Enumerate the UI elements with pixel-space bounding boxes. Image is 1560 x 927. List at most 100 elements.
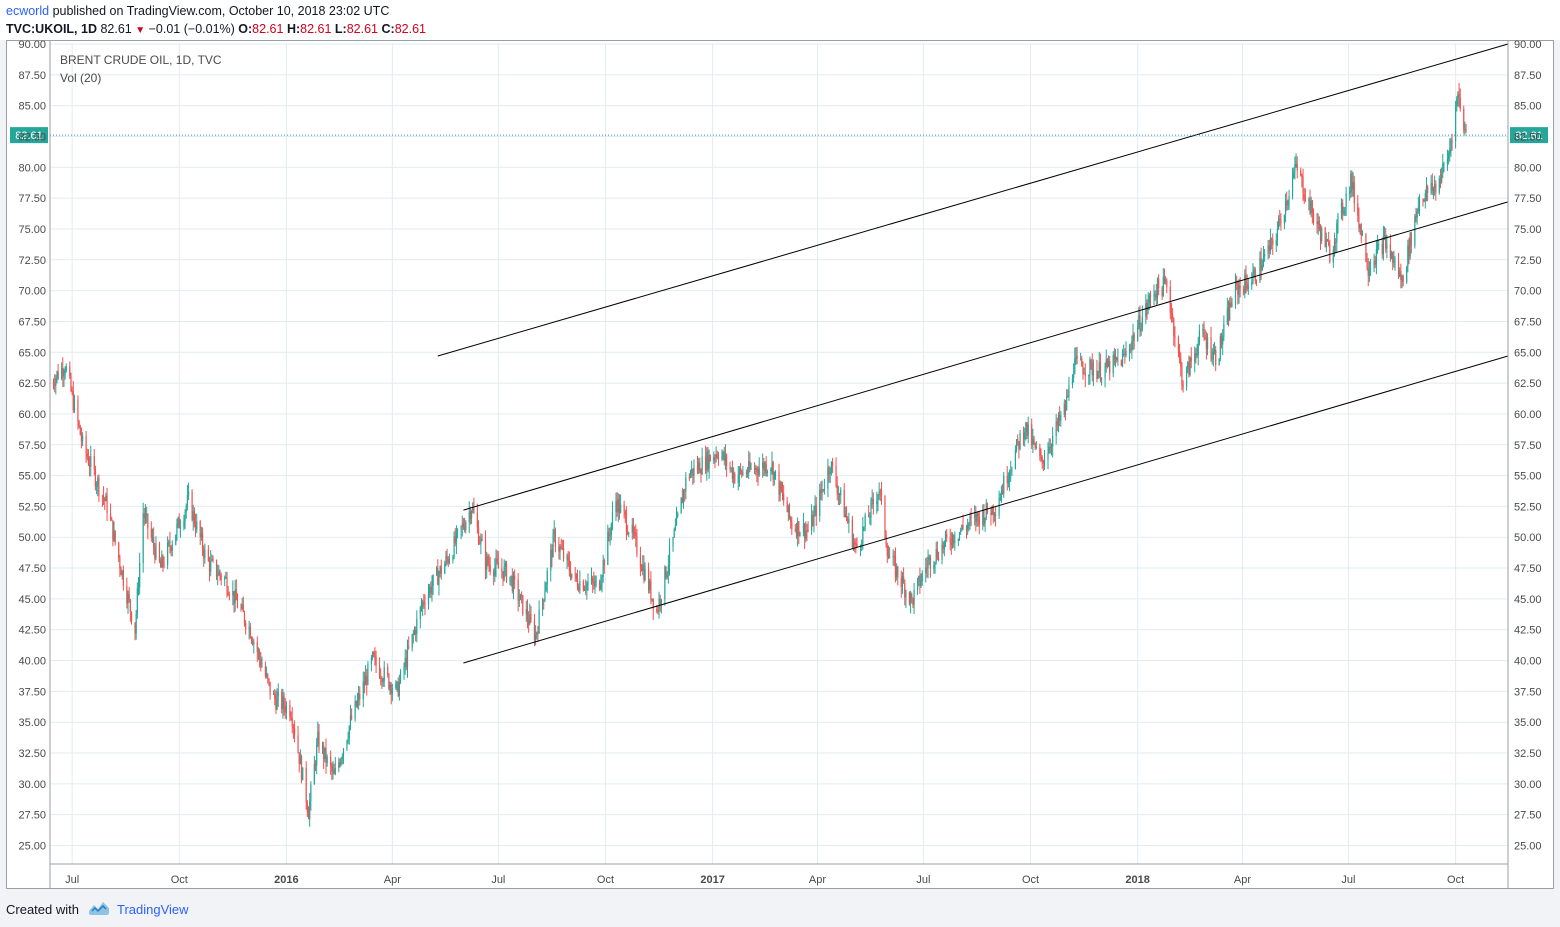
candle-body xyxy=(685,477,687,492)
y-tick-label-right: 70.00 xyxy=(1514,286,1542,298)
y-tick-label-right: 82.50 xyxy=(1514,131,1542,143)
candle-body xyxy=(1198,330,1200,343)
y-tick-label-left: 32.50 xyxy=(18,748,46,760)
candle-body xyxy=(1034,442,1036,449)
candle-body xyxy=(501,568,503,572)
candle-body xyxy=(1060,414,1062,421)
candle-body xyxy=(192,511,194,520)
y-tick-label-right: 42.50 xyxy=(1514,625,1542,637)
candle-body xyxy=(113,530,115,541)
candle-body xyxy=(1113,355,1115,360)
candle-body xyxy=(958,532,961,539)
candle-body xyxy=(701,456,703,474)
candle-body xyxy=(208,560,211,572)
candle-body xyxy=(310,784,312,801)
publisher-link[interactable]: ecworld xyxy=(6,4,50,18)
candle-body xyxy=(82,435,84,442)
candle-body xyxy=(586,583,588,590)
y-tick-label-right: 75.00 xyxy=(1514,224,1542,236)
candle-body xyxy=(1104,366,1106,379)
candle-body xyxy=(1082,366,1084,374)
candle-body xyxy=(765,463,767,473)
candle-body xyxy=(1083,373,1085,375)
candle-body xyxy=(317,731,319,745)
candle-body xyxy=(1133,334,1135,341)
x-tick-label: Jul xyxy=(1341,874,1355,886)
chart-panel[interactable] xyxy=(6,40,1554,889)
candle-body xyxy=(121,570,123,576)
candle-body xyxy=(656,609,658,611)
candle-body xyxy=(253,642,255,645)
candle-body xyxy=(722,451,724,457)
candle-body xyxy=(235,589,237,601)
candle-body xyxy=(1120,359,1122,367)
candle-body xyxy=(1174,335,1176,338)
candle-body xyxy=(1155,294,1157,299)
y-tick-label-right: 30.00 xyxy=(1514,779,1542,791)
candle-body xyxy=(519,594,522,600)
candle-body xyxy=(176,523,178,535)
candle-body xyxy=(985,503,987,518)
candle-body xyxy=(984,517,986,524)
candle-body xyxy=(912,598,914,605)
candle-body xyxy=(504,563,506,567)
candle-body xyxy=(380,677,382,679)
candle-body xyxy=(126,586,128,604)
candle-body xyxy=(481,538,483,541)
candle-body xyxy=(1276,229,1279,240)
candle-body xyxy=(771,462,773,469)
candle-body xyxy=(87,457,90,465)
candle-body xyxy=(835,466,837,485)
candle-body xyxy=(970,516,972,518)
candle-body xyxy=(543,599,545,601)
candle-body xyxy=(1312,212,1315,222)
candle-body xyxy=(193,511,196,524)
candle-body xyxy=(831,461,834,467)
candle-body xyxy=(147,514,149,529)
candle-body xyxy=(305,767,307,803)
candle-body xyxy=(272,693,275,695)
candle-body xyxy=(830,461,833,473)
candle-body xyxy=(962,525,964,529)
candle-body xyxy=(659,598,661,604)
candle-body xyxy=(169,541,171,548)
candle-body xyxy=(411,634,413,648)
candle-body xyxy=(658,598,660,612)
candle-body xyxy=(219,571,221,576)
y-tick-label-left: 42.50 xyxy=(18,625,46,637)
candle-body xyxy=(1389,244,1391,259)
candle-body xyxy=(1434,184,1436,188)
candle-body xyxy=(741,470,743,475)
candle-body xyxy=(1223,323,1225,337)
candle-body xyxy=(1351,173,1353,190)
candle-body xyxy=(934,561,936,565)
candle-body xyxy=(946,533,948,538)
candle-body xyxy=(1147,303,1149,310)
candle-body xyxy=(986,503,989,513)
candle-body xyxy=(1373,260,1375,269)
candle-body xyxy=(437,567,439,585)
candle-body xyxy=(838,493,841,496)
candle-body xyxy=(1203,328,1205,337)
tradingview-link[interactable]: TradingView xyxy=(117,902,189,917)
candle-body xyxy=(1360,224,1362,236)
candle-body xyxy=(894,557,897,577)
candle-body xyxy=(1458,93,1460,98)
candle-body xyxy=(171,544,173,551)
y-tick-label-right: 72.50 xyxy=(1514,255,1542,267)
candle-body xyxy=(868,515,870,518)
candle-body xyxy=(323,745,325,759)
candle-body xyxy=(388,674,390,689)
candle-body xyxy=(242,604,244,613)
candle-body xyxy=(603,560,605,566)
candle-body xyxy=(452,557,454,561)
candle-body xyxy=(933,564,935,569)
candle-body xyxy=(330,756,332,766)
candle-body xyxy=(601,577,603,584)
candle-body xyxy=(90,456,92,467)
y-tick-label-left: 70.00 xyxy=(18,286,46,298)
candle-body xyxy=(871,499,873,501)
candle-body xyxy=(1138,315,1140,327)
candle-body xyxy=(1238,285,1240,295)
